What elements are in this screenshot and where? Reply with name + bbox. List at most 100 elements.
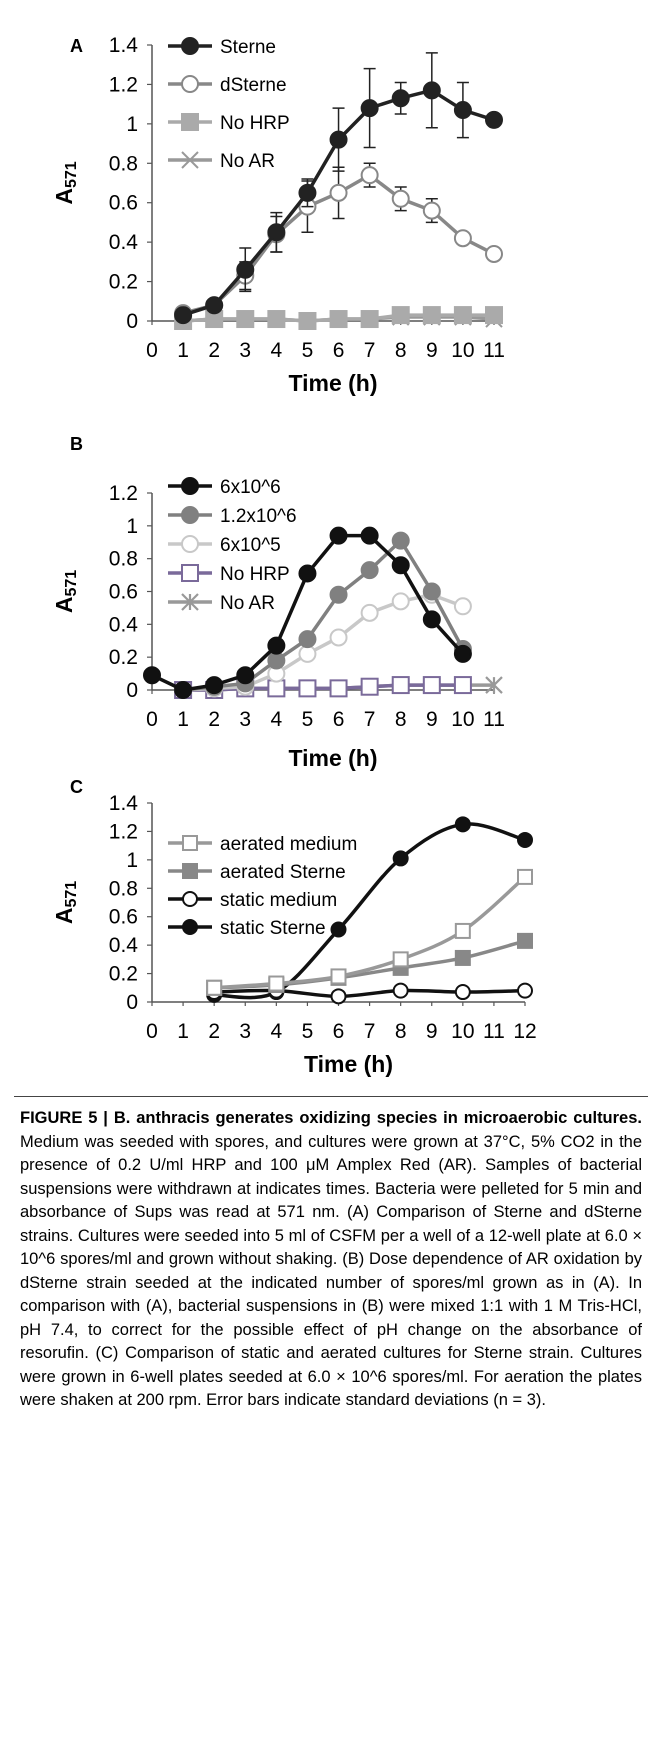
y-tick-label: 1.2 xyxy=(109,482,138,505)
y-tick-label: 1.4 xyxy=(109,792,139,815)
data-point xyxy=(517,868,533,885)
legend-marker xyxy=(181,113,199,131)
legend-marker xyxy=(181,477,199,495)
data-point xyxy=(298,312,317,330)
x-tick-label: 9 xyxy=(426,708,438,731)
x-tick-label: 4 xyxy=(270,1020,282,1043)
data-point xyxy=(268,975,285,992)
data-point xyxy=(391,556,410,575)
y-tick-label: 0.2 xyxy=(109,963,138,986)
data-point xyxy=(267,651,286,670)
series-aerated-medium xyxy=(206,868,533,996)
series-sterne xyxy=(174,52,503,325)
x-tick-label: 6 xyxy=(333,1020,345,1043)
data-point xyxy=(453,306,472,325)
legend: 6x10^6 1.2x10^6 6x10^5 No HRP No AR xyxy=(168,477,297,614)
data-point xyxy=(236,666,255,685)
data-point xyxy=(298,644,317,663)
data-point xyxy=(298,183,317,202)
data-point xyxy=(391,89,410,108)
legend-marker xyxy=(181,593,199,611)
y-tick-label: 1 xyxy=(126,849,138,872)
data-point xyxy=(454,949,471,966)
data-point xyxy=(298,564,317,583)
legend-label: No AR xyxy=(220,593,275,614)
legend-label: 6x10^5 xyxy=(220,535,281,556)
y-tick-label: 0.6 xyxy=(109,906,138,929)
legend-marker xyxy=(181,75,199,93)
y-tick-label: 0.4 xyxy=(109,231,139,254)
data-point xyxy=(360,526,379,545)
data-point xyxy=(267,223,286,242)
legend-label: No HRP xyxy=(220,564,290,585)
y-tick-label: 0.8 xyxy=(109,877,138,900)
y-tick-label: 0.2 xyxy=(109,271,138,294)
data-point xyxy=(329,628,348,647)
y-tick-label: 0.8 xyxy=(109,152,138,175)
x-tick-label: 10 xyxy=(451,339,474,362)
y-tick-label: 0.4 xyxy=(109,613,139,636)
y-tick-label: 0.6 xyxy=(109,581,138,604)
legend-label: Sterne xyxy=(220,37,276,58)
series-line xyxy=(182,592,464,692)
data-point xyxy=(206,979,223,996)
x-tick-label: 11 xyxy=(483,708,505,731)
y-tick-label: 1.4 xyxy=(109,34,139,57)
series-line xyxy=(214,939,526,990)
data-point xyxy=(485,110,503,129)
data-point xyxy=(422,81,441,100)
data-point xyxy=(205,296,224,315)
panel-letter: C xyxy=(70,777,83,797)
data-point xyxy=(360,166,379,185)
y-tick-label: 1.2 xyxy=(109,820,138,843)
data-point xyxy=(298,679,317,698)
legend-marker xyxy=(182,863,198,879)
caption-body: Medium was seeded with spores, and cultu… xyxy=(20,1132,642,1410)
y-axis-title: A571 xyxy=(51,881,80,924)
data-point xyxy=(422,676,441,695)
x-axis-title: Time (h) xyxy=(288,370,377,396)
data-point xyxy=(453,676,472,695)
data-point xyxy=(174,306,193,325)
x-tick-label: 10 xyxy=(451,708,474,731)
x-tick-label: 11 xyxy=(483,339,505,362)
x-tick-label: 0 xyxy=(146,1020,158,1043)
data-point xyxy=(267,636,286,655)
data-point xyxy=(205,676,224,695)
figure-caption: FIGURE 5 | B. anthracis generates oxidiz… xyxy=(14,1096,648,1736)
x-tick-label: 9 xyxy=(426,1020,438,1043)
x-tick-label: 2 xyxy=(208,1020,220,1043)
data-point xyxy=(517,932,533,949)
legend-label: 1.2x10^6 xyxy=(220,506,297,527)
data-point xyxy=(267,679,286,698)
legend-marker xyxy=(182,919,198,935)
x-tick-label: 5 xyxy=(302,708,314,731)
y-axis-title: A571 xyxy=(51,570,80,613)
data-point xyxy=(360,603,379,622)
caption-title: FIGURE 5 | B. anthracis generates oxidiz… xyxy=(20,1109,642,1127)
legend-marker xyxy=(181,37,199,55)
data-point xyxy=(236,310,255,329)
legend-label: static Sterne xyxy=(220,918,326,939)
legend-label: aerated Sterne xyxy=(220,862,346,883)
data-point xyxy=(391,189,410,208)
data-point xyxy=(391,676,410,695)
x-axis-title: Time (h) xyxy=(288,745,377,771)
x-tick-label: 8 xyxy=(395,708,407,731)
x-tick-label: 6 xyxy=(333,708,345,731)
data-point xyxy=(392,951,409,968)
data-point xyxy=(360,310,379,329)
x-tick-label: 1 xyxy=(177,708,189,731)
data-point xyxy=(517,982,533,999)
data-point xyxy=(174,681,193,699)
data-point xyxy=(360,677,379,696)
data-point xyxy=(453,597,472,616)
data-point xyxy=(329,130,348,149)
y-tick-label: 0.2 xyxy=(109,646,138,669)
x-tick-label: 6 xyxy=(333,339,345,362)
legend: aerated medium aerated Sterne static mediu… xyxy=(168,834,357,939)
data-point xyxy=(267,310,286,329)
x-tick-label: 7 xyxy=(364,708,376,731)
data-point xyxy=(236,260,255,279)
